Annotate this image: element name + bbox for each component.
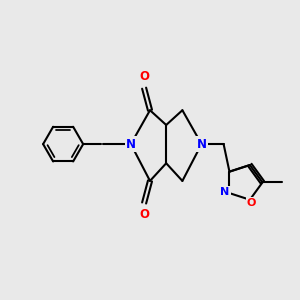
Text: N: N — [196, 138, 206, 151]
Text: O: O — [139, 70, 149, 83]
Text: O: O — [247, 198, 256, 208]
Text: N: N — [126, 138, 136, 151]
Text: N: N — [220, 187, 230, 196]
Text: O: O — [139, 208, 149, 221]
